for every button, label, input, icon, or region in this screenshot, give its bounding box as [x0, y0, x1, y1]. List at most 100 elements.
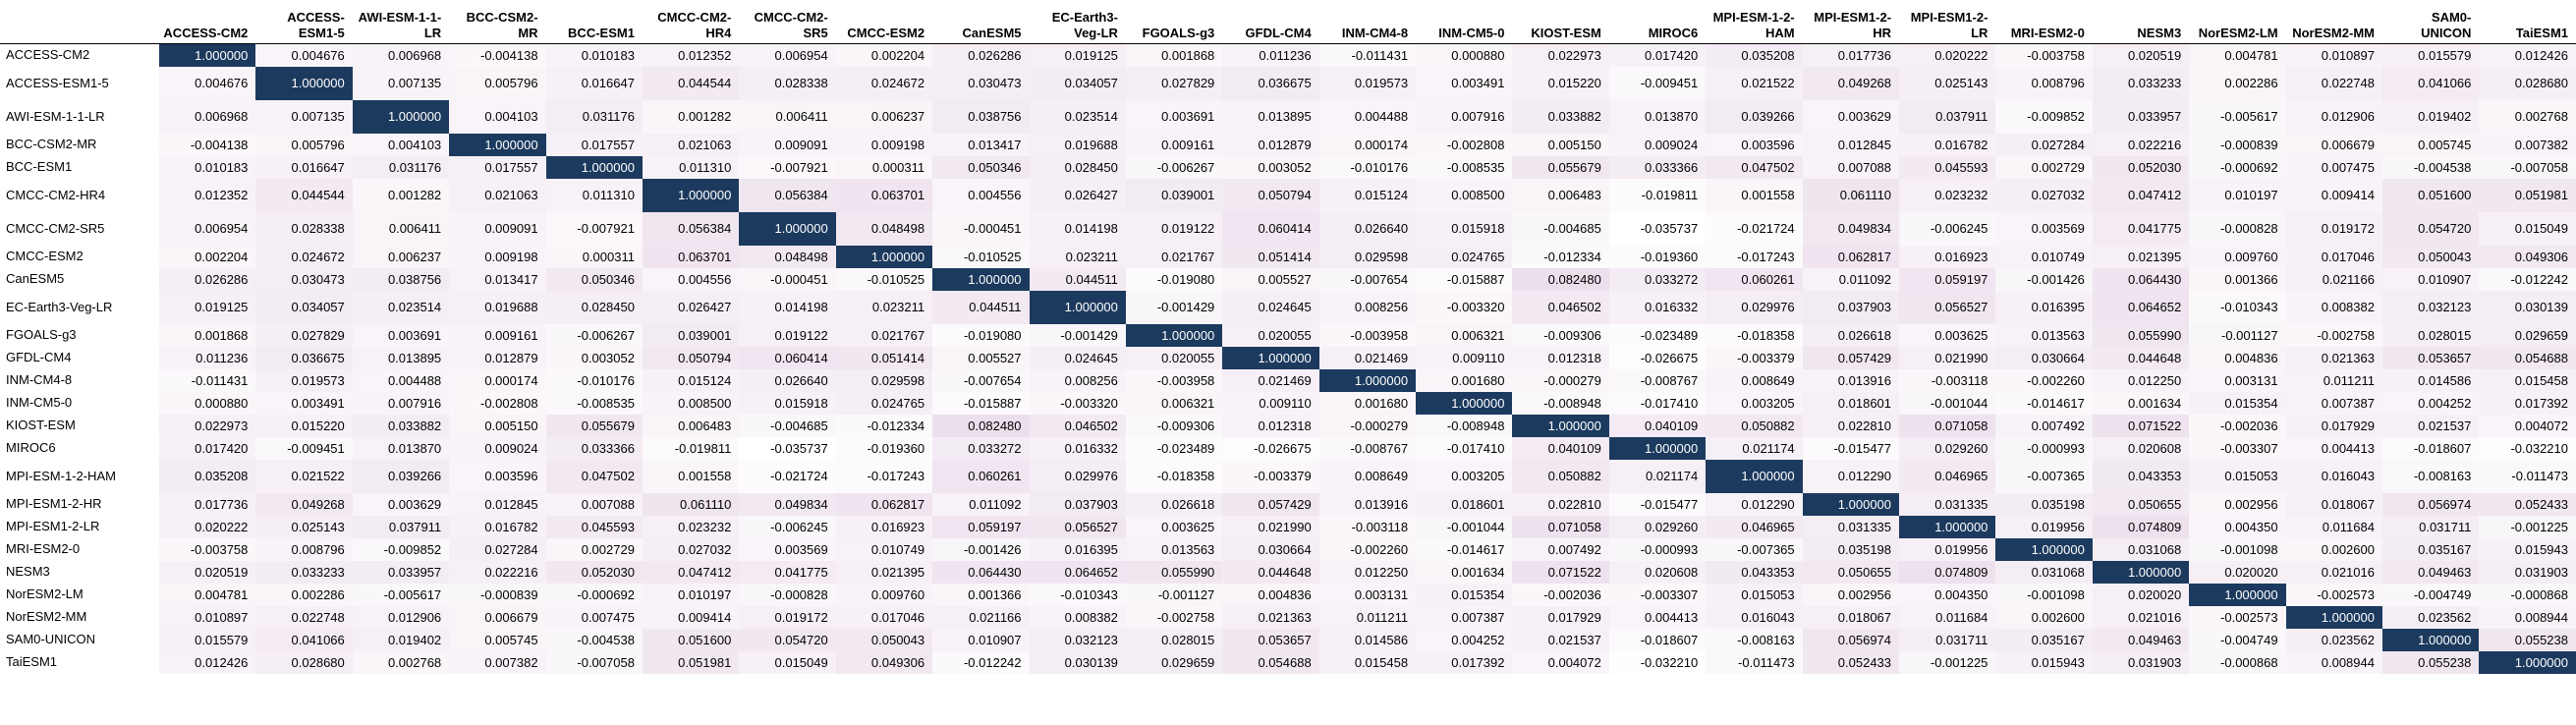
corner-cell — [0, 0, 159, 44]
header-row: ACCESS-CM2 ACCESS-ESM1-5 AWI-ESM-1-1-LR BCC… — [0, 0, 2576, 44]
matrix-cell: 0.011092 — [1802, 267, 1900, 291]
matrix-cell: 0.002956 — [1802, 583, 1900, 606]
matrix-cell: 0.071522 — [1512, 560, 1609, 584]
matrix-cell: -0.000828 — [2189, 211, 2286, 246]
matrix-cell: 0.046965 — [1706, 515, 1803, 538]
matrix-cell: 0.010897 — [2285, 43, 2382, 67]
matrix-cell: -0.009451 — [1608, 66, 1707, 100]
matrix-cell: 0.009161 — [449, 323, 546, 347]
matrix-cell: 0.017736 — [159, 492, 256, 516]
matrix-cell: 0.050043 — [835, 628, 933, 651]
matrix-cell: 0.019122 — [739, 323, 836, 347]
matrix-cell: 0.007492 — [1995, 414, 2093, 437]
matrix-cell: 0.039001 — [1125, 178, 1223, 212]
matrix-cell: 0.017046 — [835, 605, 933, 629]
matrix-cell: 0.055238 — [2381, 650, 2480, 674]
matrix-cell: 0.022216 — [449, 560, 546, 584]
matrix-cell: 0.012879 — [1222, 133, 1319, 156]
matrix-cell: -0.015477 — [1802, 436, 1900, 460]
matrix-cell: 0.003205 — [1416, 459, 1513, 493]
matrix-cell: -0.002260 — [1995, 368, 2093, 392]
matrix-cell: -0.015887 — [932, 391, 1030, 415]
matrix-cell: 0.026286 — [932, 43, 1030, 67]
matrix-cell: 0.039266 — [1706, 99, 1803, 134]
matrix-cell: 0.003052 — [545, 346, 643, 369]
matrix-cell: 0.028680 — [255, 650, 353, 674]
matrix-cell: 0.021537 — [2381, 414, 2480, 437]
matrix-cell: 0.022810 — [1802, 414, 1900, 437]
matrix-cell: 0.012879 — [449, 346, 546, 369]
matrix-cell: 0.049834 — [739, 492, 836, 516]
matrix-cell: 0.013916 — [1802, 368, 1900, 392]
matrix-cell: 0.024672 — [835, 66, 933, 100]
matrix-cell: -0.007365 — [1706, 537, 1803, 561]
matrix-cell: 0.023514 — [1029, 99, 1126, 134]
matrix-cell: 0.055990 — [1125, 560, 1223, 584]
matrix-cell: 0.015049 — [739, 650, 836, 674]
matrix-cell: 0.017557 — [449, 155, 546, 179]
matrix-cell: 0.006968 — [159, 99, 256, 134]
matrix-cell: 0.050346 — [545, 267, 643, 291]
matrix-row: AWI-ESM-1-1-LR 0.006968 0.007135 1.000000 0.… — [0, 99, 2576, 134]
matrix-cell: 0.033957 — [352, 560, 450, 584]
matrix-cell: 0.007916 — [352, 391, 450, 415]
matrix-cell: 0.049306 — [835, 650, 933, 674]
matrix-cell: 0.013563 — [1995, 323, 2093, 347]
column-header: NESM3 — [2092, 0, 2190, 44]
matrix-cell: -0.001044 — [1899, 391, 1996, 415]
matrix-cell: 0.030473 — [932, 66, 1030, 100]
matrix-cell: -0.000692 — [545, 583, 643, 606]
matrix-cell: 0.015458 — [2479, 368, 2576, 392]
matrix-cell: 0.022216 — [2092, 133, 2190, 156]
matrix-cell: 0.029659 — [1125, 650, 1223, 674]
matrix-cell: 0.010749 — [1995, 245, 2093, 268]
matrix-cell: 0.009024 — [1608, 133, 1707, 156]
matrix-cell: 0.038756 — [352, 267, 450, 291]
matrix-cell: 0.015354 — [1416, 583, 1513, 606]
matrix-cell: 0.031068 — [1995, 560, 2093, 584]
column-header: INM-CM5-0 — [1416, 0, 1513, 44]
matrix-cell: 0.053657 — [1222, 628, 1319, 651]
matrix-cell: 0.021016 — [2285, 560, 2382, 584]
matrix-cell: -0.005617 — [352, 583, 450, 606]
matrix-cell: 0.030139 — [2479, 290, 2576, 324]
matrix-cell: 0.009760 — [835, 583, 933, 606]
matrix-cell: -0.002036 — [2189, 414, 2286, 437]
matrix-cell: -0.000279 — [1512, 368, 1609, 392]
matrix-cell: -0.000993 — [1995, 436, 2093, 460]
matrix-cell: 0.026427 — [642, 290, 740, 324]
matrix-cell: -0.019080 — [1125, 267, 1223, 291]
matrix-cell: 0.051981 — [642, 650, 740, 674]
matrix-cell: 0.028450 — [545, 290, 643, 324]
matrix-cell: -0.018607 — [2381, 436, 2480, 460]
matrix-cell: 0.030473 — [255, 267, 353, 291]
matrix-cell: -0.003958 — [1318, 323, 1417, 347]
matrix-cell: 0.059197 — [1899, 267, 1996, 291]
matrix-cell: 0.028338 — [255, 211, 353, 246]
matrix-cell: 0.020020 — [2092, 583, 2190, 606]
matrix-cell: 0.013870 — [352, 436, 450, 460]
row-header: BCC-CSM2-MR — [6, 137, 97, 151]
row-header: NorESM2-LM — [6, 586, 84, 601]
matrix-cell: -0.004749 — [2189, 628, 2286, 651]
column-header: MPI-ESM1-2-LR — [1899, 0, 1996, 44]
matrix-cell: 0.035198 — [1995, 492, 2093, 516]
matrix-cell: 0.022748 — [2285, 66, 2382, 100]
matrix-cell: -0.006245 — [1899, 211, 1996, 246]
matrix-cell: 0.052433 — [2479, 492, 2576, 516]
matrix-cell: 0.031903 — [2479, 560, 2576, 584]
matrix-row: KIOST-ESM 0.022973 0.015220 0.033882 0.00515… — [0, 414, 2576, 437]
matrix-cell: 0.012845 — [449, 492, 546, 516]
matrix-cell: 0.037903 — [1802, 290, 1900, 324]
matrix-cell: 0.009110 — [1222, 391, 1319, 415]
matrix-cell: 0.019956 — [1995, 515, 2093, 538]
matrix-cell: 0.026618 — [1125, 492, 1223, 516]
row-header: ACCESS-ESM1-5 — [6, 75, 109, 90]
matrix-row: CMCC-ESM2 0.002204 0.024672 0.006237 0.00919… — [0, 245, 2576, 268]
matrix-row: INM-CM5-0 0.000880 0.003491 0.007916 -0.0028… — [0, 391, 2576, 415]
matrix-cell: 0.012250 — [2092, 368, 2190, 392]
matrix-cell: 0.016647 — [255, 155, 353, 179]
matrix-cell: -0.019811 — [1608, 178, 1707, 212]
matrix-cell: 0.016782 — [449, 515, 546, 538]
matrix-cell: 0.019402 — [352, 628, 450, 651]
